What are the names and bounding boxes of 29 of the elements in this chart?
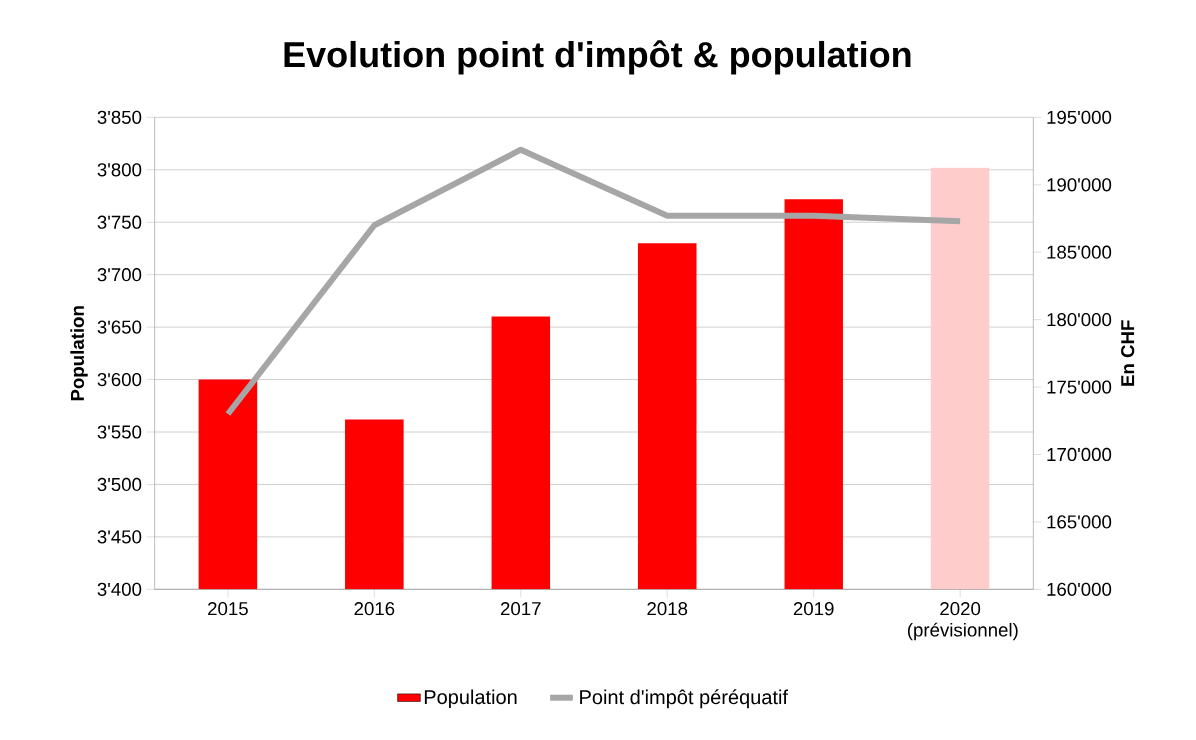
y-tick-label: 3'400 [97,582,142,596]
y2-tick-label: 160'000 [1047,582,1112,596]
x-tick-label: 2015 [208,602,248,616]
y-tick-label: 3'500 [97,477,142,492]
y-axis-title: Population [70,306,88,401]
y2-tick-label: 165'000 [1047,515,1112,529]
y-tick-label: 3'650 [97,320,142,334]
y-tick-label: 3'700 [97,268,142,282]
x-tick-label: 2018 [647,602,688,616]
y-tick-label: 3'800 [97,163,142,177]
y2-axis-title: En CHF [1121,320,1135,386]
y2-tick-label: 170'000 [1047,447,1112,462]
x-tick-label: 2019 [793,602,834,616]
y2-tick-label: 195'000 [1047,110,1112,124]
y2-tick-label: 175'000 [1047,380,1112,394]
x-tick-label: 2020 (prévisionnel) [907,602,1018,641]
y-tick-label: 3'750 [97,215,142,229]
y-tick-label: 3'600 [97,372,142,387]
y2-tick-label: 180'000 [1047,313,1112,327]
x-tick-label: 2016 [354,602,395,616]
chart-title: Evolution point d'impôt & population [284,40,911,75]
legend-label: Point d'impôt péréquatif [580,689,789,709]
legend-label: Population [424,689,517,709]
y-tick-label: 3'450 [97,530,142,544]
y2-tick-label: 190'000 [1047,178,1112,192]
x-tick-label: 2017 [500,602,541,616]
y-tick-label: 3'850 [97,110,142,124]
y-tick-label: 3'550 [97,425,142,439]
y2-tick-label: 185'000 [1047,245,1112,259]
